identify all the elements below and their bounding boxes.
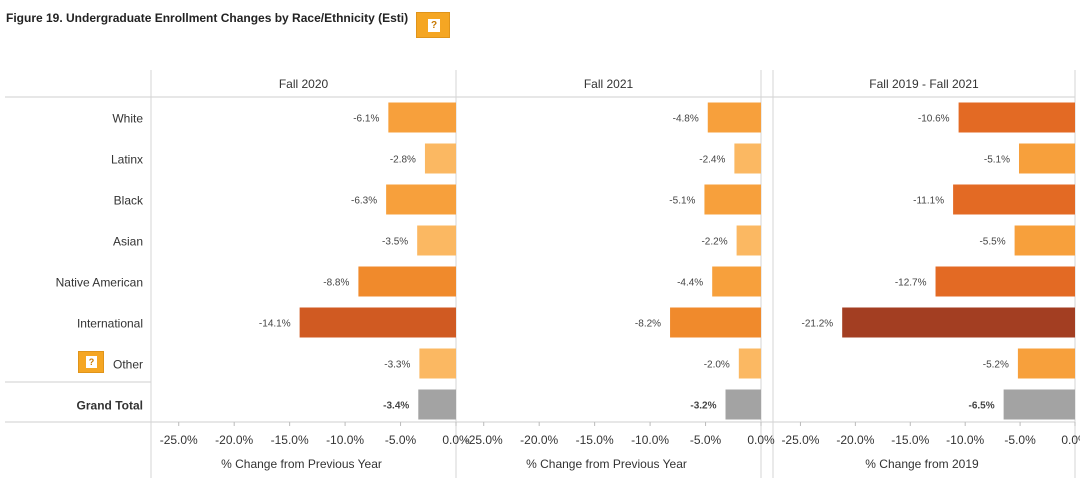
figure-title-text: Figure 19. Undergraduate Enrollment Chan…	[6, 11, 405, 25]
panel-title-1: Fall 2021	[584, 77, 634, 91]
tick-label-2-5: 0.0%	[1061, 433, 1080, 447]
data-label-1-5: -8.2%	[635, 319, 661, 330]
bar-1-5	[670, 307, 761, 338]
data-label-0-7: -3.4%	[383, 401, 409, 412]
data-label-0-2: -6.3%	[351, 196, 377, 207]
bar-0-1	[424, 143, 456, 174]
category-label-latinx: Latinx	[111, 153, 143, 167]
panel-title-2: Fall 2019 - Fall 2021	[869, 77, 979, 91]
data-label-1-4: -4.4%	[677, 278, 703, 289]
data-label-0-3: -3.5%	[382, 237, 408, 248]
bar-1-2	[704, 184, 761, 215]
data-label-2-0: -10.6%	[918, 114, 950, 125]
data-label-1-2: -5.1%	[669, 196, 695, 207]
data-label-0-1: -2.8%	[390, 155, 416, 166]
data-label-1-7: -3.2%	[690, 401, 716, 412]
category-label-native-american: Native American	[56, 276, 143, 290]
tick-label-1-3: -10.0%	[631, 433, 669, 447]
data-label-2-4: -12.7%	[895, 278, 927, 289]
data-label-1-3: -2.2%	[701, 237, 727, 248]
data-label-2-7: -6.5%	[968, 401, 994, 412]
bar-2-5	[842, 307, 1075, 338]
tick-label-2-3: -10.0%	[946, 433, 984, 447]
category-label-white: White	[112, 112, 143, 126]
bar-0-7	[418, 389, 456, 420]
other-help-icon[interactable]: ?	[78, 351, 104, 373]
bar-2-7	[1003, 389, 1075, 420]
category-label-other: Other	[113, 358, 143, 372]
help-icon-glyph: ?	[428, 19, 440, 32]
bar-0-4	[358, 266, 456, 297]
help-icon[interactable]: ?	[416, 12, 450, 38]
tick-label-0-3: -10.0%	[326, 433, 364, 447]
data-label-1-1: -2.4%	[699, 155, 725, 166]
tick-label-2-2: -15.0%	[891, 433, 929, 447]
tick-label-1-2: -15.0%	[576, 433, 614, 447]
tick-label-0-0: -25.0%	[160, 433, 198, 447]
tick-label-1-1: -20.0%	[520, 433, 558, 447]
tick-label-2-4: -5.0%	[1004, 433, 1036, 447]
data-label-2-1: -5.1%	[984, 155, 1010, 166]
category-label-black: Black	[114, 194, 144, 208]
bar-1-4	[712, 266, 761, 297]
bar-2-2	[953, 184, 1075, 215]
category-label-international: International	[77, 317, 143, 331]
data-label-2-6: -5.2%	[983, 360, 1009, 371]
bar-0-3	[417, 225, 456, 256]
data-label-0-6: -3.3%	[384, 360, 410, 371]
tick-label-2-0: -25.0%	[781, 433, 819, 447]
axis-label-1: % Change from Previous Year	[526, 457, 687, 471]
tick-label-1-4: -5.0%	[690, 433, 722, 447]
tick-label-0-2: -15.0%	[271, 433, 309, 447]
tick-label-1-0: -25.0%	[465, 433, 503, 447]
data-label-0-5: -14.1%	[259, 319, 291, 330]
figure-title-end: )	[404, 11, 409, 25]
data-label-2-5: -21.2%	[801, 319, 833, 330]
data-label-2-2: -11.1%	[913, 196, 944, 207]
data-label-0-4: -8.8%	[323, 278, 349, 289]
tick-label-2-1: -20.0%	[836, 433, 874, 447]
bar-2-6	[1017, 348, 1075, 379]
axis-label-0: % Change from Previous Year	[221, 457, 382, 471]
bar-2-0	[958, 102, 1075, 133]
data-label-1-0: -4.8%	[673, 114, 699, 125]
other-help-icon-glyph: ?	[86, 356, 97, 368]
panel-title-0: Fall 2020	[279, 77, 329, 91]
category-label-asian: Asian	[113, 235, 143, 249]
figure-title: Figure 19. Undergraduate Enrollment Chan…	[6, 11, 408, 25]
bar-2-1	[1018, 143, 1075, 174]
bar-2-4	[935, 266, 1075, 297]
bar-0-0	[388, 102, 456, 133]
tick-label-0-4: -5.0%	[385, 433, 417, 447]
bar-1-1	[734, 143, 761, 174]
axis-label-2: % Change from 2019	[865, 457, 979, 471]
category-label-grand-total: Grand Total	[77, 399, 143, 413]
data-label-1-6: -2.0%	[704, 360, 730, 371]
tick-label-0-1: -20.0%	[215, 433, 253, 447]
bar-0-5	[299, 307, 456, 338]
tick-label-1-5: 0.0%	[747, 433, 775, 447]
bar-0-6	[419, 348, 456, 379]
bar-0-2	[386, 184, 456, 215]
bar-1-0	[707, 102, 761, 133]
bar-1-7	[725, 389, 761, 420]
bar-2-3	[1014, 225, 1075, 256]
bar-1-6	[738, 348, 761, 379]
data-label-2-3: -5.5%	[979, 237, 1005, 248]
tick-label-0-5: 0.0%	[442, 433, 470, 447]
data-label-0-0: -6.1%	[353, 114, 379, 125]
bar-1-3	[736, 225, 761, 256]
